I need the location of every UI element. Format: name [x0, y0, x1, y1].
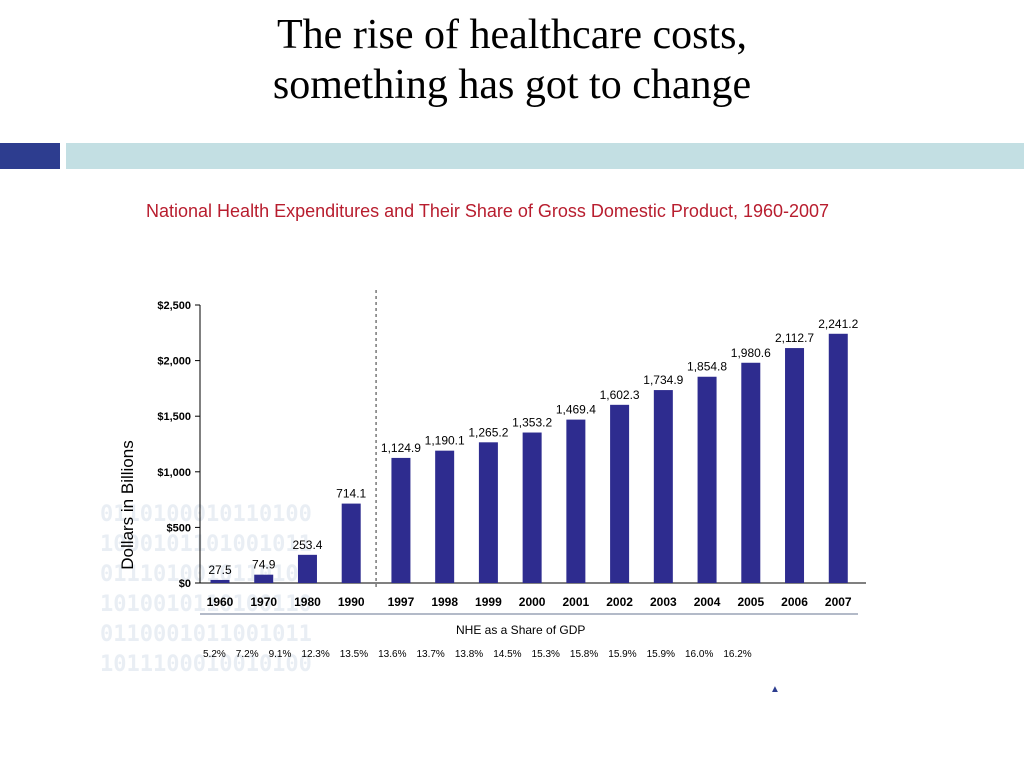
binary-watermark: 0110100010110100 1000101101001011 011101… [100, 502, 312, 677]
bar [210, 579, 230, 583]
x-tick-label: 1970 [250, 595, 277, 609]
x-tick-label: 2003 [650, 595, 677, 609]
bar [741, 362, 761, 583]
x-tick-label: 1998 [431, 595, 458, 609]
x-tick-label: 2007 [825, 595, 852, 609]
gdp-share-value: 15.9% [608, 649, 637, 660]
bar [785, 348, 805, 583]
y-tick-label: $500 [167, 522, 191, 534]
gdp-share-row: 5.2% 7.2% 9.1% 12.3% 13.5% 13.6% 13.7% 13.8% 14.… [203, 649, 803, 660]
bar [522, 432, 542, 583]
bar-value-label: 253.4 [292, 538, 322, 552]
bar-value-label: 1,265.2 [468, 425, 508, 439]
y-tick-label: $1,000 [157, 467, 191, 479]
accent-bar-dark [0, 143, 60, 169]
x-tick-label: 1980 [294, 595, 321, 609]
bar [478, 442, 498, 583]
x-tick-label: 2006 [781, 595, 808, 609]
bar-value-label: 1,734.9 [643, 373, 683, 387]
gdp-share-value: 5.2% [203, 649, 226, 660]
gdp-share-header: NHE as a Share of GDP [456, 623, 586, 637]
bar [697, 376, 717, 583]
gdp-share-value: 16.2% [723, 649, 752, 660]
gdp-share-value: 13.7% [416, 649, 445, 660]
bar-value-label: 714.1 [336, 487, 366, 501]
gdp-share-value: 13.5% [339, 649, 369, 660]
x-tick-label: 1997 [388, 595, 415, 609]
bar-value-label: 1,980.6 [731, 346, 771, 360]
bar-value-label: 1,353.2 [512, 416, 552, 430]
bar-value-label: 1,602.3 [600, 388, 640, 402]
bar [254, 574, 274, 583]
bar [391, 457, 411, 583]
x-tick-label: 1999 [475, 595, 502, 609]
x-tick-label: 1990 [338, 595, 365, 609]
gdp-share-value: 14.5% [493, 649, 522, 660]
bar [435, 450, 455, 583]
x-tick-label: 1960 [207, 595, 234, 609]
y-tick-label: $0 [179, 578, 191, 590]
slide-title-line-1: The rise of healthcare costs, [277, 12, 747, 58]
y-tick-label: $2,000 [157, 356, 191, 368]
bar-value-label: 1,469.4 [556, 403, 596, 417]
logo-mark: ▲ [770, 684, 780, 695]
bar [828, 333, 848, 583]
bar-value-label: 2,112.7 [775, 331, 814, 345]
bar [610, 404, 630, 583]
gdp-share-value: 7.2% [235, 649, 259, 660]
x-tick-label: 2004 [694, 595, 721, 609]
bar-value-label: 74.9 [252, 558, 276, 572]
gdp-share-value: 15.9% [646, 649, 675, 660]
x-tick-label: 2000 [519, 595, 546, 609]
y-tick-label: $2,500 [157, 300, 191, 312]
y-tick-label: $1,500 [157, 411, 191, 423]
gdp-share-value: 15.3% [531, 649, 560, 660]
bar [653, 390, 673, 583]
bar-value-label: 2,241.2 [818, 317, 858, 331]
gdp-share-value: 15.8% [569, 649, 599, 660]
gdp-share-value: 16.0% [684, 649, 714, 660]
slide-title: The rise of healthcare costs, something … [0, 10, 1024, 110]
chart-title: National Health Expenditures and Their S… [146, 201, 830, 221]
gdp-share-value: 13.8% [454, 649, 484, 660]
accent-bar-light [66, 143, 1024, 169]
bar-value-label: 1,190.1 [425, 434, 465, 448]
gdp-share-value: 9.1% [268, 649, 292, 660]
x-tick-label: 2002 [606, 595, 633, 609]
x-tick-label: 2001 [563, 595, 590, 609]
bar [341, 503, 361, 583]
bar-value-label: 27.5 [208, 563, 232, 577]
x-tick-label: 2005 [737, 595, 764, 609]
slide-title-line-2: something has got to change [272, 62, 752, 108]
bar-value-label: 1,124.9 [381, 441, 421, 455]
gdp-share-value: 12.3% [301, 649, 330, 660]
bar [297, 554, 317, 583]
gdp-share-value: 13.6% [378, 649, 407, 660]
bar [566, 419, 586, 583]
bar-value-label: 1,854.8 [687, 360, 727, 374]
y-axis-label: Dollars in Billions [118, 440, 137, 569]
